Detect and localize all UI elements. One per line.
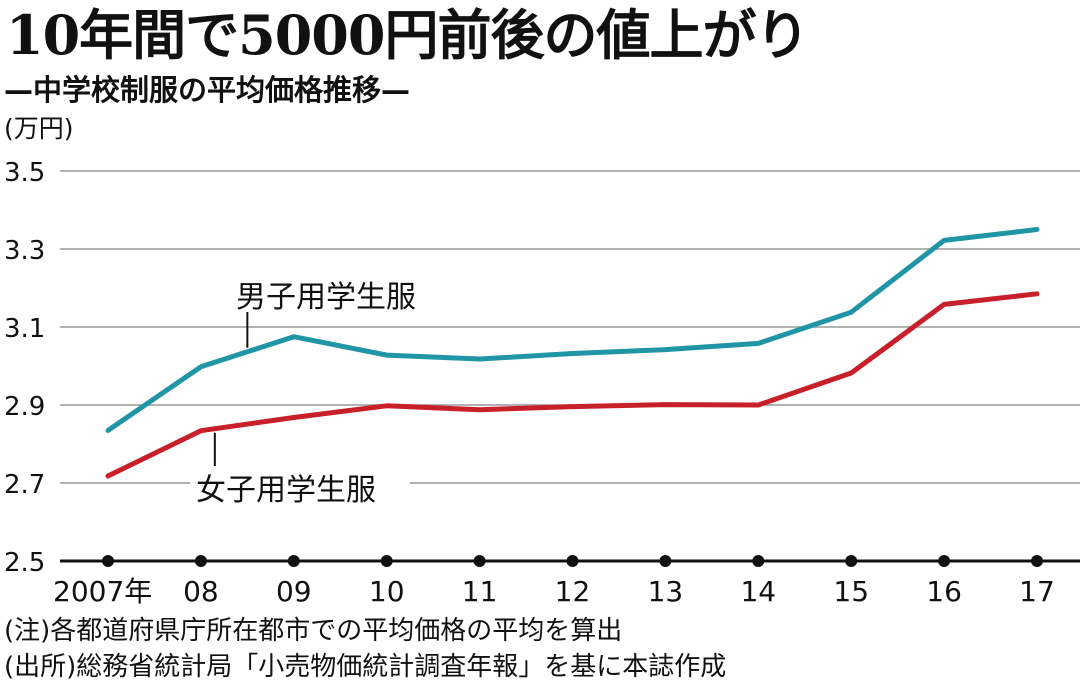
series-label-girls: 女子用学生服 bbox=[196, 473, 376, 508]
y-tick-labels: 2.5 2.7 2.9 3.1 3.3 3.5 bbox=[4, 158, 45, 578]
x-tick-label: 09 bbox=[276, 575, 312, 608]
x-tick-label: 08 bbox=[183, 575, 219, 608]
x-tick-dot bbox=[566, 555, 579, 567]
x-tick-dot bbox=[287, 555, 300, 567]
x-tick-dot bbox=[752, 555, 765, 567]
y-tick-label: 2.9 bbox=[4, 392, 45, 422]
y-tick-label: 3.3 bbox=[4, 236, 45, 266]
x-tick-label: 12 bbox=[555, 575, 591, 608]
x-tick-dot bbox=[845, 555, 858, 567]
x-tick-label: 13 bbox=[648, 575, 684, 608]
x-tick-label: 11 bbox=[462, 575, 498, 608]
y-axis-unit: (万円) bbox=[4, 114, 74, 143]
series-line-girls bbox=[105, 291, 1040, 479]
x-tick-label: 2007年 bbox=[53, 575, 152, 608]
x-tick-labels: 2007年 08 09 10 11 12 13 14 15 16 17 bbox=[53, 555, 1055, 608]
x-tick-label: 16 bbox=[926, 575, 962, 608]
chart-subtitle: —中学校制服の平均価格推移— bbox=[4, 73, 411, 107]
y-tick-label: 3.1 bbox=[4, 314, 45, 344]
x-tick-label: 14 bbox=[740, 575, 776, 608]
x-tick-dot bbox=[1031, 555, 1043, 567]
footnote: (注)各都道府県庁所在都市での平均価格の平均を算出 bbox=[4, 616, 623, 646]
x-tick-label: 15 bbox=[833, 575, 869, 608]
x-tick-dot bbox=[473, 555, 486, 567]
x-tick-dot bbox=[938, 555, 951, 567]
chart-title: 10年間で5000円前後の値上がり bbox=[6, 3, 809, 67]
x-tick-dot bbox=[102, 555, 114, 567]
series-label-boys: 男子用学生服 bbox=[236, 280, 416, 315]
girls-label-background bbox=[190, 466, 410, 506]
x-tick-dot bbox=[380, 555, 393, 567]
y-tick-label: 2.7 bbox=[4, 470, 45, 500]
y-tick-label: 2.5 bbox=[4, 548, 45, 578]
x-tick-dot bbox=[659, 555, 672, 567]
source-note: (出所)総務省統計局「小売物価統計調査年報」を基に本誌作成 bbox=[4, 652, 727, 682]
x-tick-label: 17 bbox=[1019, 575, 1055, 608]
series-line-boys bbox=[105, 227, 1040, 433]
x-tick-dot bbox=[194, 555, 207, 567]
x-tick-label: 10 bbox=[369, 575, 405, 608]
y-tick-label: 3.5 bbox=[4, 158, 45, 188]
series-lines bbox=[105, 227, 1040, 479]
